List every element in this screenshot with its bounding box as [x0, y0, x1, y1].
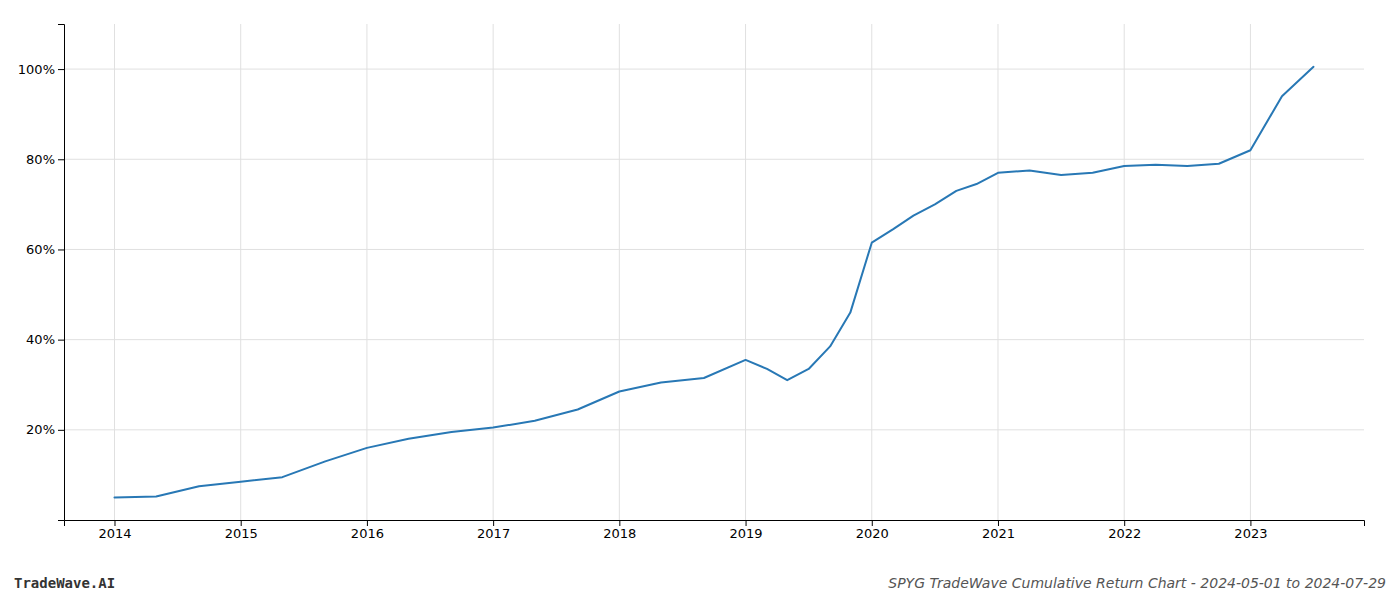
- y-tick: 60%: [26, 242, 64, 257]
- y-tick: 100%: [18, 62, 64, 77]
- x-tick-mark: [241, 520, 242, 526]
- y-tick: 80%: [26, 152, 64, 167]
- grid-line-x: [871, 24, 872, 520]
- x-tick-label: 2021: [982, 526, 1015, 541]
- title: SPYG TradeWave Cumulative Return Chart -…: [888, 575, 1386, 591]
- y-tick-label: 100%: [18, 62, 55, 77]
- grid-line-x: [997, 24, 998, 520]
- x-tick-label: 2016: [351, 526, 384, 541]
- grid-line-x: [366, 24, 367, 520]
- y-tick-label: 20%: [26, 422, 55, 437]
- marks: [114, 67, 1313, 498]
- grid-line-y: [64, 339, 1364, 340]
- x-tick: 2016: [351, 520, 384, 541]
- grid-line-x: [745, 24, 746, 520]
- line: [114, 67, 1313, 498]
- x-tick: 2021: [982, 520, 1015, 541]
- x-tick: 2014: [98, 520, 131, 541]
- x-tick-label: 2022: [1108, 526, 1141, 541]
- x-tick: 2023: [1234, 520, 1267, 541]
- x-tick-label: 2020: [856, 526, 889, 541]
- y-tick-mark: [58, 340, 64, 341]
- x-axis-line: [65, 521, 1365, 527]
- plot-area: 2014 2015 2016 2017 2018 2019 2020 2021 2022 2023…: [18, 24, 1365, 541]
- x-tick: 2017: [477, 520, 510, 541]
- x-tick-label: 2023: [1234, 526, 1267, 541]
- y-tick-mark: [58, 430, 64, 431]
- x-tick-mark: [114, 520, 115, 526]
- grid-line-x: [1250, 24, 1251, 520]
- x-tick: 2018: [603, 520, 636, 541]
- grid-line-x: [493, 24, 494, 520]
- grid-line-y: [64, 159, 1364, 160]
- y-tick: 20%: [26, 422, 64, 437]
- x-axis: 2014 2015 2016 2017 2018 2019 2020 2021 2022 2023: [65, 520, 1365, 541]
- x-tick-label: 2018: [603, 526, 636, 541]
- y-tick-label: 80%: [26, 152, 55, 167]
- y-tick-label: 40%: [26, 332, 55, 347]
- y-tick-mark: [58, 159, 64, 160]
- chart: 2014 2015 2016 2017 2018 2019 2020 2021 2022 2023…: [0, 0, 1400, 600]
- x-tick-mark: [367, 520, 368, 526]
- grid-line-y: [64, 249, 1364, 250]
- x-tick-mark: [1250, 520, 1251, 526]
- y-tick-mark: [58, 249, 64, 250]
- y-tick-mark: [58, 69, 64, 70]
- x-tick-mark: [746, 520, 747, 526]
- grid-line-x: [240, 24, 241, 520]
- y-axis: 20% 40% 60% 80% 100%: [18, 25, 65, 521]
- grid-line-y: [64, 69, 1364, 70]
- x-tick: 2022: [1108, 520, 1141, 541]
- x-tick-label: 2017: [477, 526, 510, 541]
- grid-line-x: [114, 24, 115, 520]
- grid-line-x: [1124, 24, 1125, 520]
- x-tick-mark: [998, 520, 999, 526]
- x-tick: 2019: [730, 520, 763, 541]
- x-tick-mark: [619, 520, 620, 526]
- grid-line-y: [64, 429, 1364, 430]
- x-tick-mark: [1124, 520, 1125, 526]
- y-tick-label: 60%: [26, 242, 55, 257]
- x-tick-label: 2014: [98, 526, 131, 541]
- x-tick: 2020: [856, 520, 889, 541]
- y-axis-line: [58, 25, 65, 521]
- grid-line-x: [619, 24, 620, 520]
- x-tick-mark: [493, 520, 494, 526]
- grid: [64, 24, 1364, 520]
- x-tick-label: 2015: [225, 526, 258, 541]
- x-tick-mark: [872, 520, 873, 526]
- x-tick-label: 2019: [730, 526, 763, 541]
- x-tick: 2015: [225, 520, 258, 541]
- y-tick: 40%: [26, 332, 64, 347]
- watermark: TradeWave.AI: [14, 575, 115, 591]
